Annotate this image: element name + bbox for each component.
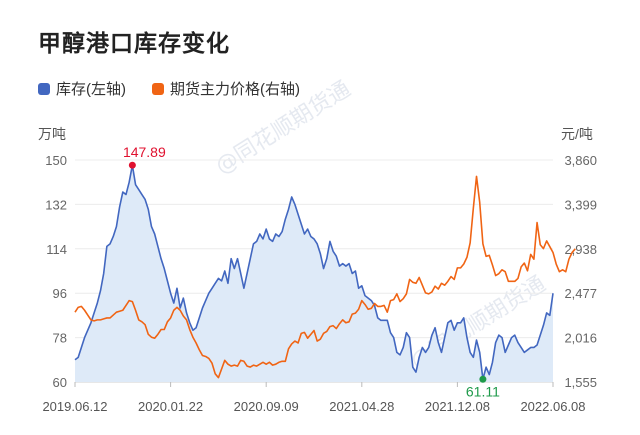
legend-item-price[interactable]: 期货主力价格(右轴) — [152, 78, 300, 99]
legend-swatch-price — [152, 82, 164, 95]
inventory-line — [74, 164, 554, 381]
legend: 库存(左轴) 期货主力价格(右轴) — [38, 78, 300, 99]
left-axis-unit: 万吨 — [38, 126, 66, 142]
x-tick-label: 2022.06.08 — [520, 399, 585, 414]
max-marker — [128, 161, 136, 169]
legend-label-inventory: 库存(左轴) — [56, 81, 126, 98]
min-marker — [479, 375, 487, 383]
x-tick-label: 2020.09.09 — [234, 399, 299, 414]
y-tick-right: 1,555 — [564, 375, 597, 390]
y-tick-left: 150 — [45, 153, 67, 168]
y-tick-left: 78 — [53, 331, 67, 346]
price-line — [74, 175, 576, 379]
right-axis-unit: 元/吨 — [561, 126, 593, 142]
x-tick-label: 2021.04.28 — [329, 399, 394, 414]
y-tick-right: 3,399 — [564, 197, 597, 212]
legend-label-price: 期货主力价格(右轴) — [170, 81, 300, 98]
chart-title: 甲醇港口库存变化 — [38, 31, 230, 57]
x-tick-label: 2021.12.08 — [425, 399, 490, 414]
y-tick-left: 114 — [46, 242, 67, 257]
y-tick-left: 96 — [53, 286, 67, 301]
y-tick-right: 3,860 — [564, 153, 597, 168]
x-tick-label: 2019.06.12 — [42, 399, 107, 414]
y-tick-right: 2,016 — [564, 331, 597, 346]
y-tick-right: 2,477 — [564, 286, 597, 301]
legend-swatch-inventory — [38, 82, 50, 95]
min-label: 61.11 — [466, 383, 500, 399]
y-tick-right: 2,938 — [564, 242, 597, 257]
max-label: 147.89 — [123, 144, 166, 160]
y-tick-left: 132 — [45, 197, 67, 212]
y-tick-left: 60 — [53, 375, 67, 390]
x-tick-label: 2020.01.22 — [138, 399, 203, 414]
inventory-area — [75, 165, 553, 382]
legend-item-inventory[interactable]: 库存(左轴) — [38, 78, 126, 99]
